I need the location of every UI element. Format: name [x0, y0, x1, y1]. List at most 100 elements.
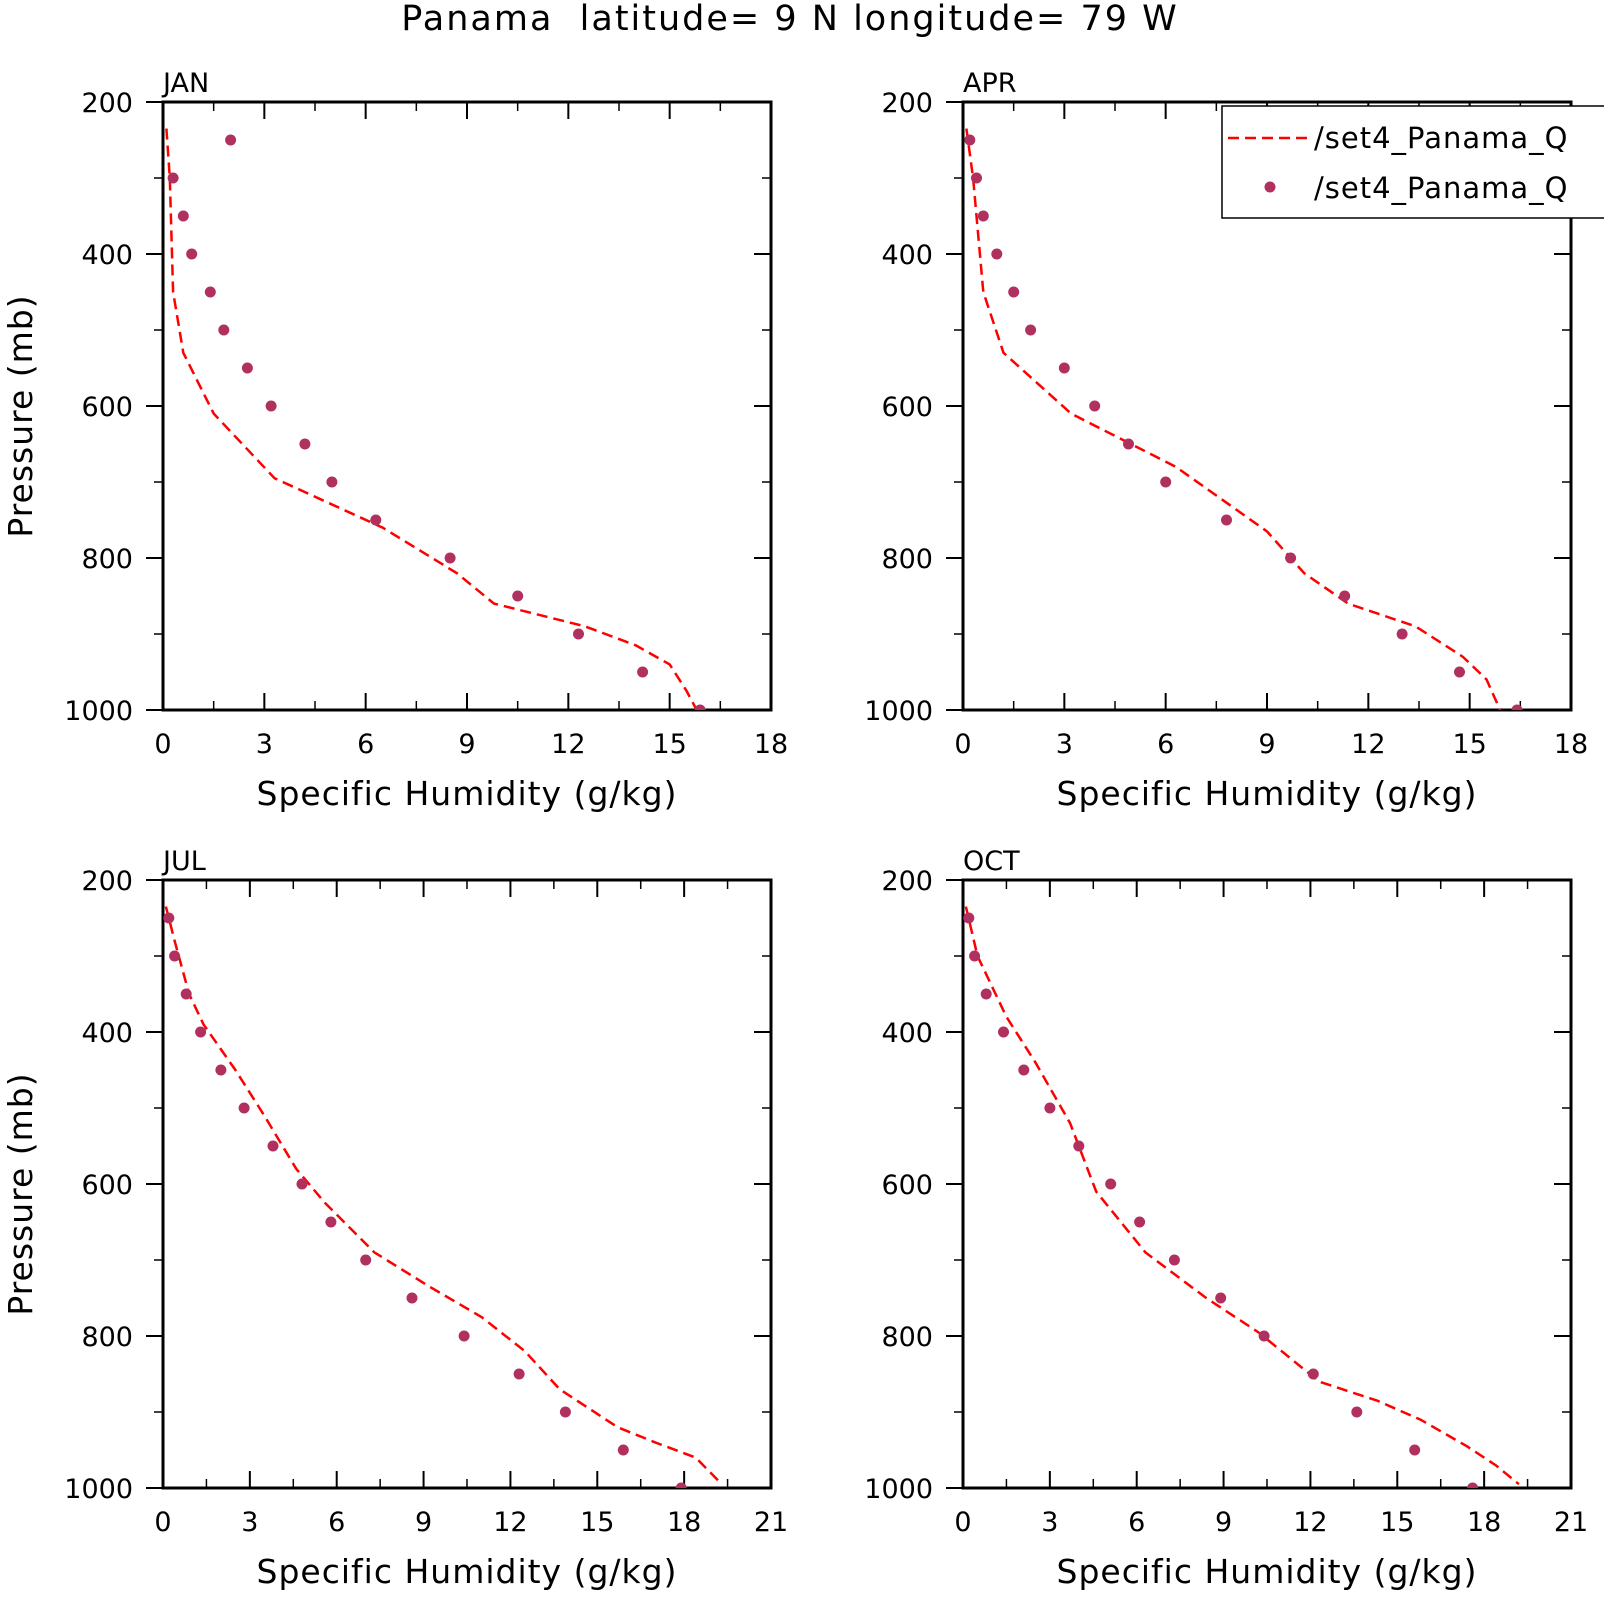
x-tick-label: 18: [1467, 1507, 1501, 1538]
data-point-obs: [265, 400, 277, 412]
y-tick-label: 800: [881, 1322, 933, 1353]
y-tick-label: 800: [881, 544, 933, 575]
plot-frame: [161, 100, 773, 712]
x-tick-label: 6: [328, 1507, 345, 1538]
x-tick-label: 3: [241, 1507, 258, 1538]
y-tick-label: 200: [81, 866, 133, 897]
x-tick-label: 15: [580, 1507, 614, 1538]
panel-jan: JAN 0 3 6 9 12 15 18 200 400 600 800 1000 Specific Hu…: [1, 68, 788, 813]
y-tick-label: 1000: [64, 1474, 133, 1505]
data-point-obs: [325, 1216, 337, 1228]
data-point-obs: [238, 1102, 250, 1114]
x-tick-label: 12: [551, 729, 585, 760]
data-point-obs: [617, 1444, 629, 1456]
series-line-model: [964, 906, 1520, 1486]
data-point-obs: [180, 988, 192, 1000]
data-point-obs: [1008, 286, 1020, 298]
y-axis-label: Pressure (mb): [1, 294, 40, 537]
data-point-obs: [1396, 628, 1408, 640]
x-tick-label: 21: [754, 1507, 788, 1538]
panel-label: JAN: [161, 68, 209, 99]
x-tick-label: 15: [1380, 1507, 1414, 1538]
data-point-obs: [1351, 1406, 1363, 1418]
series-line-model: [164, 906, 723, 1486]
data-point-obs: [177, 210, 189, 222]
y-tick-label: 1000: [64, 696, 133, 727]
y-tick-label: 1000: [864, 1474, 933, 1505]
y-tick-label: 600: [81, 392, 133, 423]
x-tick-label: 6: [357, 729, 374, 760]
data-point-obs: [225, 134, 237, 146]
panel-apr: APR 0 3 6 9 12 15 18 200 400 600 800 1000 Specific Hu…: [864, 68, 1588, 813]
data-point-obs: [1258, 1330, 1270, 1342]
data-point-obs: [1221, 514, 1232, 526]
data-point-obs: [167, 172, 179, 184]
data-point-obs: [163, 912, 175, 924]
panel-label: APR: [963, 68, 1017, 99]
x-axis-label: Specific Humidity (g/kg): [257, 774, 678, 813]
x-tick-label: 6: [1157, 729, 1174, 760]
plot-frame: [961, 878, 1573, 1490]
data-point-obs: [513, 1368, 525, 1380]
x-axis-label: Specific Humidity (g/kg): [257, 1552, 678, 1591]
data-point-obs: [1307, 1368, 1319, 1380]
x-tick-label: 15: [652, 729, 686, 760]
x-tick-label: 0: [954, 729, 971, 760]
x-tick-label: 3: [1056, 729, 1073, 760]
x-tick-label: 12: [1351, 729, 1385, 760]
data-point-obs: [1160, 476, 1172, 488]
data-point-obs: [1058, 362, 1070, 374]
x-tick-label: 3: [1041, 1507, 1058, 1538]
x-tick-label: 18: [1554, 729, 1588, 760]
data-point-obs: [1025, 324, 1037, 336]
data-point-obs: [637, 666, 649, 678]
data-point-obs: [969, 950, 981, 962]
y-tick-label: 600: [881, 392, 933, 423]
x-tick-label: 9: [1215, 1507, 1232, 1538]
data-point-obs: [512, 590, 524, 602]
data-point-obs: [360, 1254, 372, 1266]
x-tick-label: 3: [256, 729, 273, 760]
legend-dot-swatch: [1264, 181, 1276, 193]
data-point-obs: [1511, 704, 1523, 710]
data-point-obs: [1215, 1292, 1227, 1304]
y-tick-label: 600: [81, 1170, 133, 1201]
data-point-obs: [559, 1406, 571, 1418]
data-point-obs: [1018, 1064, 1030, 1076]
figure-title: Panama latitude= 9 N longitude= 79 W: [401, 0, 1178, 39]
x-tick-label: 12: [1293, 1507, 1327, 1538]
data-point-obs: [267, 1140, 279, 1152]
data-point-obs: [1073, 1140, 1085, 1152]
panel-jul: JUL 0 3 6 9 12 15 18 21 200 400 600 800 1000 Specific …: [1, 846, 788, 1591]
y-tick-label: 1000: [864, 696, 933, 727]
x-tick-label: 21: [1554, 1507, 1588, 1538]
data-point-obs: [1134, 1216, 1146, 1228]
y-tick-label: 400: [881, 1018, 933, 1049]
series-group: [964, 128, 1523, 710]
data-point-obs: [573, 628, 584, 640]
data-point-obs: [1105, 1178, 1117, 1190]
data-point-obs: [1044, 1102, 1056, 1114]
data-point-obs: [169, 950, 181, 962]
data-point-obs: [1467, 1482, 1479, 1488]
legend-label-model: /set4_Panama_Q: [1314, 121, 1569, 155]
data-point-obs: [299, 438, 311, 450]
plot-frame: [161, 878, 773, 1490]
data-point-obs: [204, 286, 216, 298]
series-line-model: [965, 128, 1502, 710]
legend: /set4_Panama_Q/set4_Panama_Q: [1221, 105, 1604, 219]
data-point-obs: [458, 1330, 470, 1342]
data-point-obs: [1454, 666, 1465, 678]
x-tick-label: 15: [1452, 729, 1486, 760]
y-tick-label: 200: [881, 88, 933, 119]
data-point-obs: [991, 248, 1003, 260]
data-point-obs: [971, 172, 982, 184]
series-line-model: [165, 128, 698, 710]
data-point-obs: [1168, 1254, 1180, 1266]
x-tick-label: 9: [415, 1507, 432, 1538]
x-tick-label: 0: [154, 1507, 171, 1538]
x-tick-label: 6: [1128, 1507, 1145, 1538]
x-tick-label: 9: [1258, 729, 1275, 760]
x-tick-label: 18: [667, 1507, 701, 1538]
